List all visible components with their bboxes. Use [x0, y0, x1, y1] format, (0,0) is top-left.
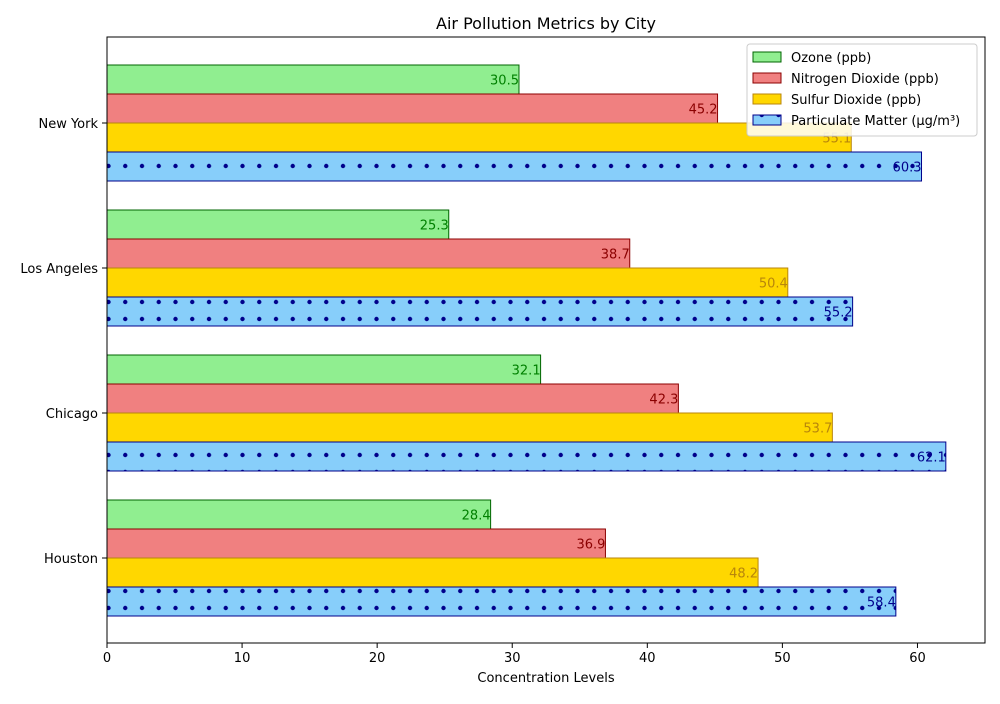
- legend-swatch-ozone-ppb: [752, 51, 782, 63]
- x-tick-label-20: 20: [369, 651, 386, 666]
- bar-chicago-particulate-matter-g-m: [106, 441, 947, 472]
- legend-label-sulfur-dioxide-ppb: Sulfur Dioxide (ppb): [791, 93, 921, 108]
- data-label-new-york-particulate-matter-g-m: 60.3: [893, 161, 922, 176]
- bar-houston-ozone-ppb: [106, 499, 492, 530]
- bar-houston-particulate-matter-g-m: [106, 586, 897, 617]
- legend-swatch-particulate-matter-g-m: [752, 114, 782, 126]
- legend: Ozone (ppb) Nitrogen Dioxide (ppb) Sulfur …: [746, 43, 978, 137]
- x-tick-label-0: 0: [103, 651, 111, 666]
- bar-new-york-ozone-ppb: [106, 64, 520, 95]
- bar-los-angeles-sulfur-dioxide-ppb: [106, 267, 789, 298]
- data-label-new-york-nitrogen-dioxide-ppb: 45.2: [689, 103, 718, 118]
- axes-layer: 0 10 20 30 40 50 60 New York Los Angeles Chicago H…: [20, 36, 986, 666]
- x-tick-label-60: 60: [909, 651, 926, 666]
- bar-new-york-sulfur-dioxide-ppb: [106, 122, 852, 153]
- legend-label-nitrogen-dioxide-ppb: Nitrogen Dioxide (ppb): [791, 72, 939, 87]
- y-tick-label-los-angeles: Los Angeles: [20, 262, 98, 277]
- y-tick-label-new-york: New York: [38, 117, 98, 132]
- data-label-new-york-ozone-ppb: 30.5: [490, 74, 519, 89]
- x-tick-label-40: 40: [639, 651, 656, 666]
- y-tick-label-houston: Houston: [44, 552, 98, 567]
- data-labels-layer: 30.545.255.160.325.338.750.455.232.142.3…: [420, 74, 946, 611]
- bar-new-york-particulate-matter-g-m: [106, 151, 923, 182]
- x-tick-label-10: 10: [234, 651, 251, 666]
- bar-chicago-nitrogen-dioxide-ppb: [106, 383, 679, 414]
- data-label-los-angeles-sulfur-dioxide-ppb: 50.4: [759, 277, 788, 292]
- bar-houston-sulfur-dioxide-ppb: [106, 557, 759, 588]
- data-label-chicago-sulfur-dioxide-ppb: 53.7: [803, 422, 832, 437]
- legend-label-particulate-matter-g-m: Particulate Matter (µg/m³): [791, 114, 960, 129]
- legend-swatch-sulfur-dioxide-ppb: [752, 93, 782, 105]
- bar-houston-nitrogen-dioxide-ppb: [106, 528, 606, 559]
- bar-los-angeles-nitrogen-dioxide-ppb: [106, 238, 631, 269]
- data-label-los-angeles-nitrogen-dioxide-ppb: 38.7: [601, 248, 630, 263]
- plot-frame: [106, 36, 986, 644]
- y-tick-label-chicago: Chicago: [46, 407, 98, 422]
- data-label-los-angeles-particulate-matter-g-m: 55.2: [824, 306, 853, 321]
- x-tick-label-50: 50: [774, 651, 791, 666]
- bar-chicago-ozone-ppb: [106, 354, 542, 385]
- data-label-los-angeles-ozone-ppb: 25.3: [420, 219, 449, 234]
- bar-los-angeles-particulate-matter-g-m: [106, 296, 854, 327]
- data-label-chicago-ozone-ppb: 32.1: [512, 364, 541, 379]
- x-tick-label-30: 30: [504, 651, 521, 666]
- legend-label-ozone-ppb: Ozone (ppb): [791, 51, 871, 66]
- data-label-chicago-particulate-matter-g-m: 62.1: [917, 451, 946, 466]
- chart-title: Air Pollution Metrics by City: [436, 14, 656, 33]
- data-label-houston-ozone-ppb: 28.4: [462, 509, 491, 524]
- bar-chicago-sulfur-dioxide-ppb: [106, 412, 833, 443]
- bars-layer: [106, 64, 947, 617]
- x-axis-label: Concentration Levels: [477, 671, 614, 686]
- data-label-houston-nitrogen-dioxide-ppb: 36.9: [576, 538, 605, 553]
- bar-new-york-nitrogen-dioxide-ppb: [106, 93, 719, 124]
- bar-los-angeles-ozone-ppb: [106, 209, 450, 240]
- data-label-chicago-nitrogen-dioxide-ppb: 42.3: [649, 393, 678, 408]
- data-label-houston-particulate-matter-g-m: 58.4: [867, 596, 896, 611]
- data-label-houston-sulfur-dioxide-ppb: 48.2: [729, 567, 758, 582]
- legend-frame: [746, 43, 978, 137]
- legend-swatch-nitrogen-dioxide-ppb: [752, 72, 782, 84]
